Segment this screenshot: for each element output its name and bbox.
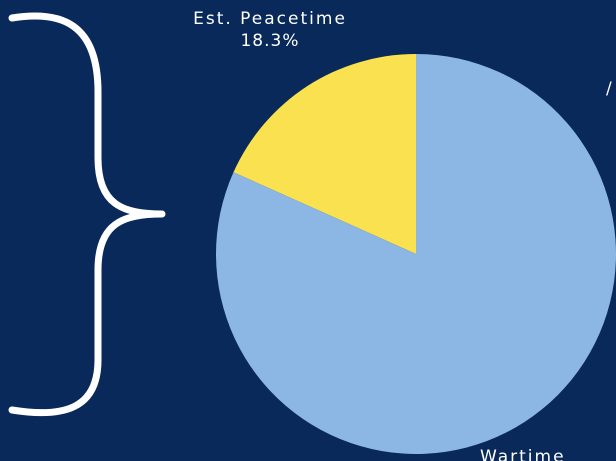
- slice-label-wartime: Wartime: [480, 446, 616, 461]
- slice-name-wartime: Wartime: [480, 447, 566, 461]
- pie-slice-wartime: [216, 54, 616, 454]
- partial-label-edge: /: [606, 79, 612, 99]
- pie-slices: [216, 54, 616, 454]
- pie-slice-est-peacetime: [233, 54, 416, 254]
- slice-label-peacetime: Est. Peacetime 18.3%: [150, 8, 390, 52]
- slice-name-peacetime: Est. Peacetime: [193, 9, 347, 29]
- slice-value-peacetime: 18.3%: [240, 31, 300, 51]
- brace-icon: [8, 12, 166, 417]
